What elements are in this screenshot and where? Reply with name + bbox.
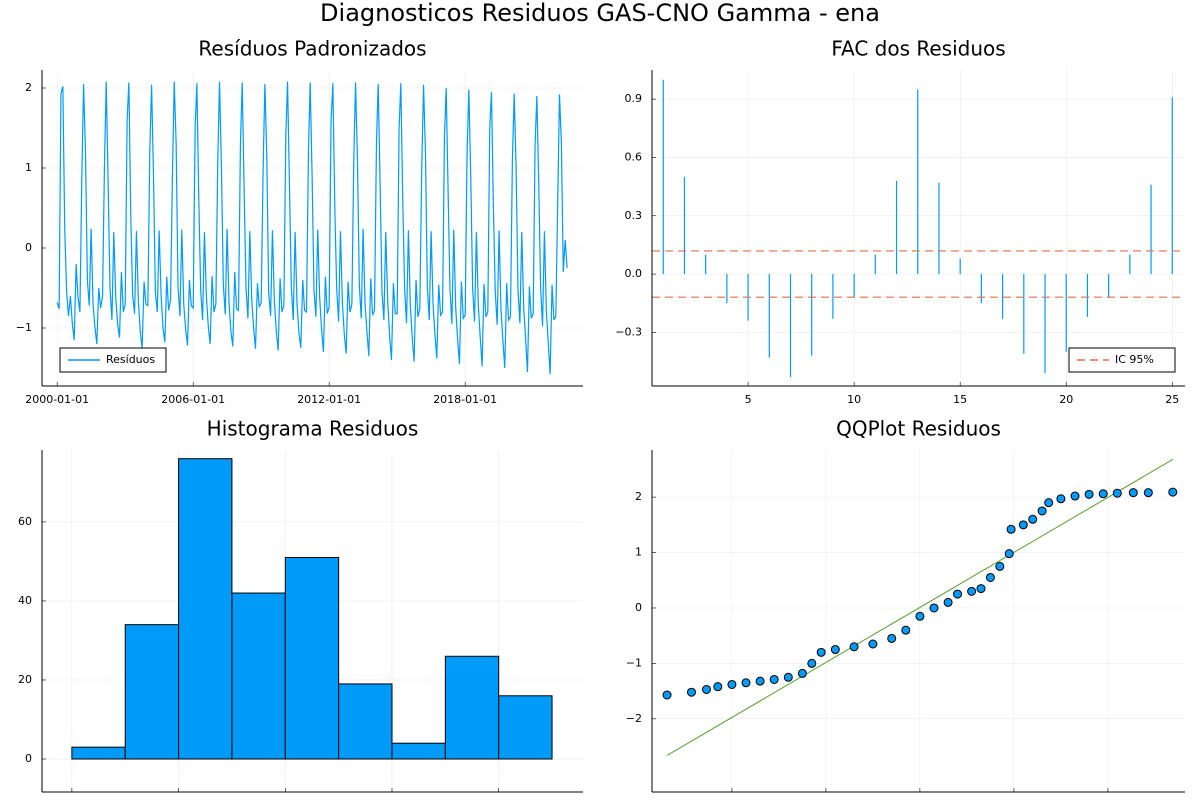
qq-point: [741, 678, 751, 688]
qq-point: [755, 676, 765, 686]
histogram-bar: [338, 683, 393, 760]
legend-label: Resíduos: [106, 353, 155, 366]
x-tick-label: 10: [847, 393, 861, 406]
y-tick-label: −2: [626, 712, 642, 725]
legend-label: IC 95%: [1115, 353, 1154, 366]
qq-point: [849, 642, 859, 652]
qq-point: [1128, 488, 1138, 498]
y-tick-label: 40: [18, 594, 32, 607]
qq-point: [686, 687, 696, 697]
x-tick-label: 2018-01-01: [433, 393, 497, 406]
histogram-bar: [444, 655, 500, 760]
x-tick-label: 5: [745, 393, 752, 406]
qq-point: [1098, 489, 1108, 499]
qq-point: [816, 647, 826, 657]
y-tick-label: 0.6: [625, 150, 643, 163]
qq-point: [797, 668, 807, 678]
qq-point: [915, 611, 925, 621]
y-tick-label: 0: [635, 601, 642, 614]
y-tick-label: 1: [25, 161, 32, 174]
y-tick-label: 60: [18, 515, 32, 528]
qq-point: [995, 561, 1005, 571]
y-tick-label: 0.9: [625, 92, 643, 105]
plot-title: FAC dos Residuos: [831, 37, 1005, 61]
qq-point: [1018, 520, 1028, 530]
y-tick-label: 2: [25, 81, 32, 94]
qq-point: [1143, 488, 1153, 498]
qq-point: [702, 684, 712, 694]
histogram-bar: [498, 695, 553, 760]
qq-point: [727, 679, 737, 689]
qq-point: [1112, 488, 1122, 498]
qq-point: [967, 586, 977, 596]
legend-box: [59, 347, 167, 373]
x-tick-label: 20: [1059, 393, 1073, 406]
histogram-bar: [391, 742, 446, 760]
qq-point: [976, 584, 986, 594]
x-tick-label: 2012-01-01: [297, 393, 361, 406]
histogram-bar: [231, 592, 286, 760]
histogram-bar: [71, 746, 126, 760]
y-tick-label: −1: [626, 656, 642, 669]
qq-point: [1084, 489, 1094, 499]
qq-point: [662, 690, 672, 700]
qq-point: [887, 633, 897, 643]
qq-point: [1028, 514, 1038, 524]
qq-point: [1006, 524, 1016, 534]
qq-point: [769, 674, 779, 684]
histogram-bar: [178, 458, 233, 760]
qq-point: [901, 625, 911, 635]
qq-point: [1004, 549, 1014, 559]
histogram-bar: [284, 556, 340, 760]
x-tick-label: 2006-01-01: [161, 393, 225, 406]
x-tick-label: 15: [953, 393, 967, 406]
qq-point: [943, 597, 953, 607]
qq-point: [868, 639, 878, 649]
qq-point: [929, 603, 939, 613]
y-tick-label: −0.3: [615, 325, 642, 338]
y-tick-label: 0.3: [625, 209, 643, 222]
plot-title: QQPlot Residuos: [836, 417, 1001, 441]
qq-point: [1037, 506, 1047, 516]
reference-line: [666, 458, 1174, 756]
figure-title: Diagnosticos Residuos GAS-CNO Gamma - en…: [320, 0, 880, 27]
qq-point: [807, 658, 817, 668]
y-tick-label: −1: [16, 321, 32, 334]
legend-box: [1068, 347, 1176, 373]
qq-point: [953, 589, 963, 599]
y-tick-label: 20: [18, 673, 32, 686]
plot-title: Histograma Residuos: [207, 417, 419, 441]
y-tick-label: 0.0: [625, 267, 643, 280]
qq-point: [1070, 491, 1080, 501]
qq-point: [830, 645, 840, 655]
qq-point: [1044, 498, 1054, 508]
series-line: [56, 81, 568, 375]
plot-title: Resíduos Padronizados: [198, 37, 426, 61]
y-tick-label: 0: [25, 241, 32, 254]
x-tick-label: 25: [1165, 393, 1179, 406]
x-tick-label: 2000-01-01: [25, 393, 89, 406]
y-tick-label: 2: [635, 490, 642, 503]
histogram-bar: [124, 624, 180, 760]
qq-point: [783, 672, 793, 682]
qq-point: [713, 682, 723, 692]
qq-point: [985, 572, 995, 582]
y-tick-label: 1: [635, 546, 642, 559]
qq-point: [1168, 487, 1178, 497]
qq-point: [1056, 494, 1066, 504]
y-tick-label: 0: [25, 752, 32, 765]
